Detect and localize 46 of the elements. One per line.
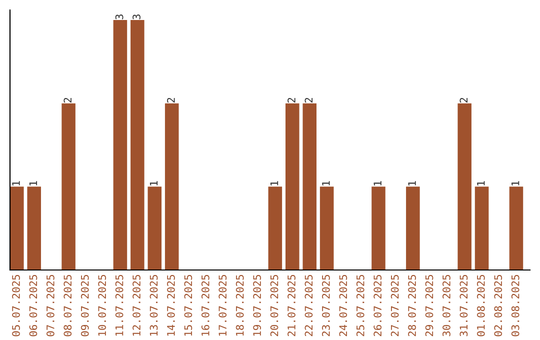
data-label: 1 [477, 181, 485, 186]
x-tick-label: 13.07.2025 [150, 275, 158, 336]
x-tick-label: 09.07.2025 [80, 275, 89, 336]
data-label: 1 [29, 181, 38, 186]
x-tick-label: 05.07.2025 [12, 275, 20, 336]
x-tick-label: 08.07.2025 [64, 275, 72, 336]
x-tick-label: 28.07.2025 [408, 275, 416, 336]
data-label: 1 [150, 181, 158, 186]
x-tick-label: 02.08.2025 [494, 275, 502, 336]
x-tick-label: 25.07.2025 [356, 275, 364, 336]
x-tick-label: 23.07.2025 [322, 275, 330, 336]
data-label: 1 [270, 181, 278, 186]
x-tick-label: 31.07.2025 [460, 275, 468, 336]
data-label: 3 [115, 14, 124, 20]
x-tick-label: 22.07.2025 [304, 275, 313, 336]
data-label: 1 [512, 181, 520, 186]
x-tick-label: 29.07.2025 [425, 275, 434, 336]
data-label: 1 [12, 181, 20, 186]
x-tick-label: 01.08.2025 [476, 275, 485, 336]
data-label: 1 [322, 181, 330, 186]
x-tick-label: 24.07.2025 [339, 275, 348, 336]
data-label: 2 [460, 98, 468, 103]
x-tick-label: 30.07.2025 [442, 275, 450, 336]
x-tick-label: 03.08.2025 [511, 275, 520, 336]
x-tick-label: 10.07.2025 [98, 275, 106, 336]
x-tick-label: 18.07.2025 [236, 275, 244, 336]
x-tick-label: 06.07.2025 [29, 275, 38, 336]
x-tick-label: 14.07.2025 [167, 275, 175, 336]
x-tick-label: 11.07.2025 [115, 275, 124, 336]
x-tick-label: 07.07.2025 [46, 275, 54, 336]
x-tick-label: 20.07.2025 [270, 275, 278, 336]
x-tick-label: 21.07.2025 [288, 275, 296, 336]
x-tick-label: 16.07.2025 [201, 275, 210, 336]
data-label: 2 [288, 98, 296, 103]
data-label: 1 [374, 181, 382, 186]
data-label: 1 [408, 181, 416, 186]
x-tick-label: 27.07.2025 [390, 275, 399, 336]
x-tick-label: 15.07.2025 [184, 275, 192, 336]
x-tick-label: 26.07.2025 [374, 275, 382, 336]
x-tick-label: 19.07.2025 [253, 275, 261, 336]
data-label: 2 [167, 98, 175, 103]
data-label: 2 [304, 98, 313, 103]
data-label: 3 [132, 14, 140, 20]
data-label: 2 [64, 98, 72, 103]
x-tick-label: 17.07.2025 [218, 275, 227, 336]
x-tick-label: 12.07.2025 [132, 275, 140, 336]
